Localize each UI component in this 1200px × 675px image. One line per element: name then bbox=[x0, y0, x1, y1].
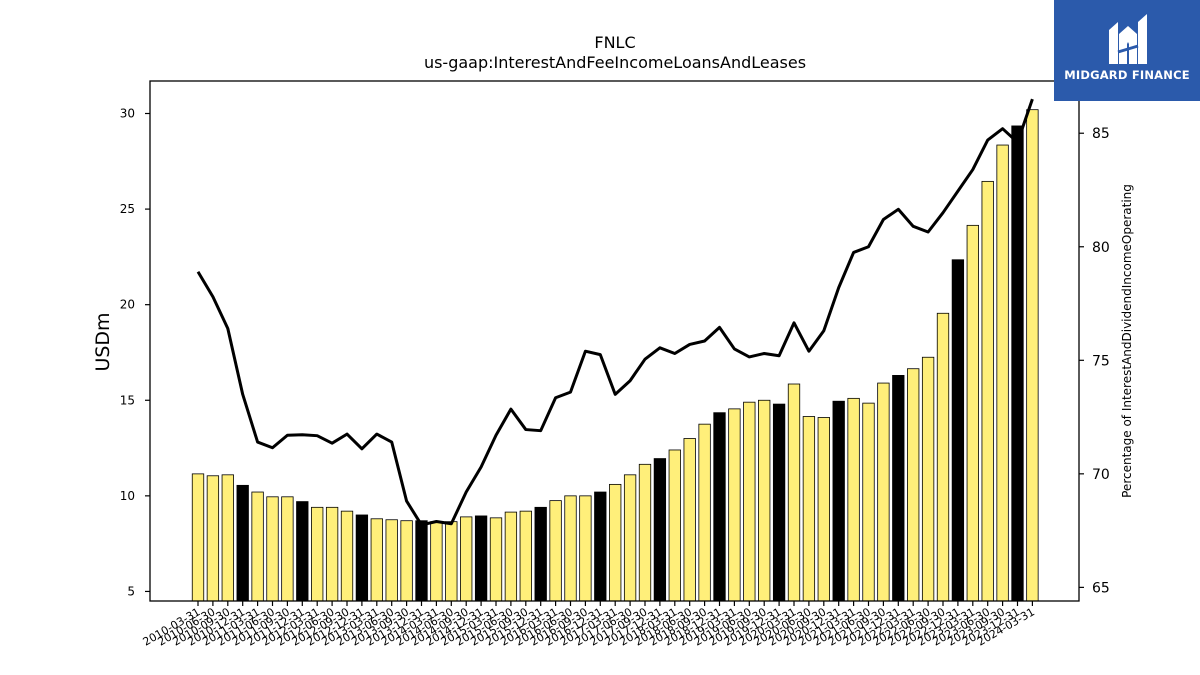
y2-tick-label: 65 bbox=[1092, 580, 1110, 596]
bar bbox=[400, 520, 413, 602]
y-tick-label: 15 bbox=[120, 393, 135, 407]
bar bbox=[683, 438, 696, 602]
bar bbox=[787, 383, 801, 602]
bar bbox=[713, 412, 726, 602]
bar bbox=[549, 500, 562, 602]
bar bbox=[281, 496, 294, 602]
y2-tick-label: 75 bbox=[1092, 353, 1110, 369]
bar bbox=[445, 521, 458, 602]
bar bbox=[862, 402, 875, 602]
y-tick-label: 30 bbox=[120, 107, 135, 121]
bar bbox=[311, 506, 324, 602]
bar bbox=[743, 401, 756, 602]
bar bbox=[638, 463, 652, 602]
y-axis-left: 5 10 15 20 25 30 bbox=[120, 107, 150, 598]
bar bbox=[474, 515, 488, 602]
bar bbox=[966, 224, 979, 602]
chart-title: FNLC bbox=[594, 33, 635, 52]
bar bbox=[802, 416, 816, 602]
brand-name: MIDGARD FINANCE bbox=[1064, 68, 1190, 82]
bar bbox=[504, 511, 518, 602]
bar bbox=[728, 408, 741, 602]
bar bbox=[534, 506, 547, 602]
bar bbox=[996, 144, 1009, 602]
bar bbox=[489, 517, 503, 602]
bar bbox=[579, 495, 592, 602]
bar bbox=[623, 474, 637, 602]
y-tick-label: 5 bbox=[127, 584, 135, 598]
bar bbox=[609, 483, 622, 602]
bar bbox=[877, 382, 890, 602]
mf-logo-icon bbox=[1109, 14, 1147, 64]
x-axis: 2010-03-312010-06-302010-09-302010-12-31… bbox=[141, 601, 1037, 649]
bar bbox=[892, 375, 905, 602]
bar bbox=[907, 368, 920, 602]
bar bbox=[355, 514, 369, 602]
bar bbox=[519, 510, 532, 602]
bar bbox=[847, 397, 860, 602]
bar bbox=[936, 312, 950, 602]
y2-tick-label: 70 bbox=[1092, 467, 1110, 483]
line-layer bbox=[196, 98, 1034, 527]
series-line bbox=[196, 98, 1034, 527]
bar bbox=[370, 518, 383, 602]
y2-axis-label: Percentage of InterestAndDividendIncomeO… bbox=[1120, 184, 1134, 498]
bar bbox=[951, 259, 965, 602]
bar bbox=[206, 475, 220, 602]
bar bbox=[430, 521, 443, 602]
bar bbox=[981, 180, 994, 602]
bars-layer bbox=[191, 109, 1039, 602]
bar bbox=[1011, 125, 1024, 602]
y-tick-label: 25 bbox=[120, 202, 135, 216]
bar bbox=[251, 491, 264, 602]
bar bbox=[325, 506, 339, 602]
y2-tick-label: 85 bbox=[1092, 126, 1110, 142]
y-tick-label: 20 bbox=[120, 298, 135, 312]
bar bbox=[460, 516, 473, 602]
bar bbox=[236, 484, 249, 602]
bar bbox=[296, 501, 309, 602]
bar bbox=[266, 496, 279, 602]
bar bbox=[564, 495, 577, 602]
bar bbox=[191, 473, 205, 602]
bar bbox=[817, 417, 830, 602]
bar bbox=[415, 520, 428, 602]
bar bbox=[340, 510, 354, 602]
y2-tick-label: 80 bbox=[1092, 240, 1110, 256]
bar bbox=[832, 400, 845, 602]
bar bbox=[385, 519, 398, 602]
bar bbox=[772, 403, 786, 602]
bar bbox=[653, 458, 667, 602]
y-axis-right: 65 70 75 80 85 bbox=[1079, 126, 1110, 596]
chart-subtitle: us-gaap:InterestAndFeeIncomeLoansAndLeas… bbox=[424, 53, 806, 72]
bar bbox=[221, 474, 234, 602]
plot-frame bbox=[149, 80, 1080, 602]
bar bbox=[1026, 109, 1039, 602]
bar bbox=[698, 423, 711, 602]
bar bbox=[594, 491, 607, 602]
bar bbox=[758, 399, 771, 602]
brand-logo: MIDGARD FINANCE bbox=[1054, 0, 1200, 101]
y-tick-label: 10 bbox=[120, 489, 135, 503]
bar bbox=[921, 356, 935, 602]
bar bbox=[668, 449, 681, 602]
y-axis-label: USDm bbox=[92, 312, 114, 371]
